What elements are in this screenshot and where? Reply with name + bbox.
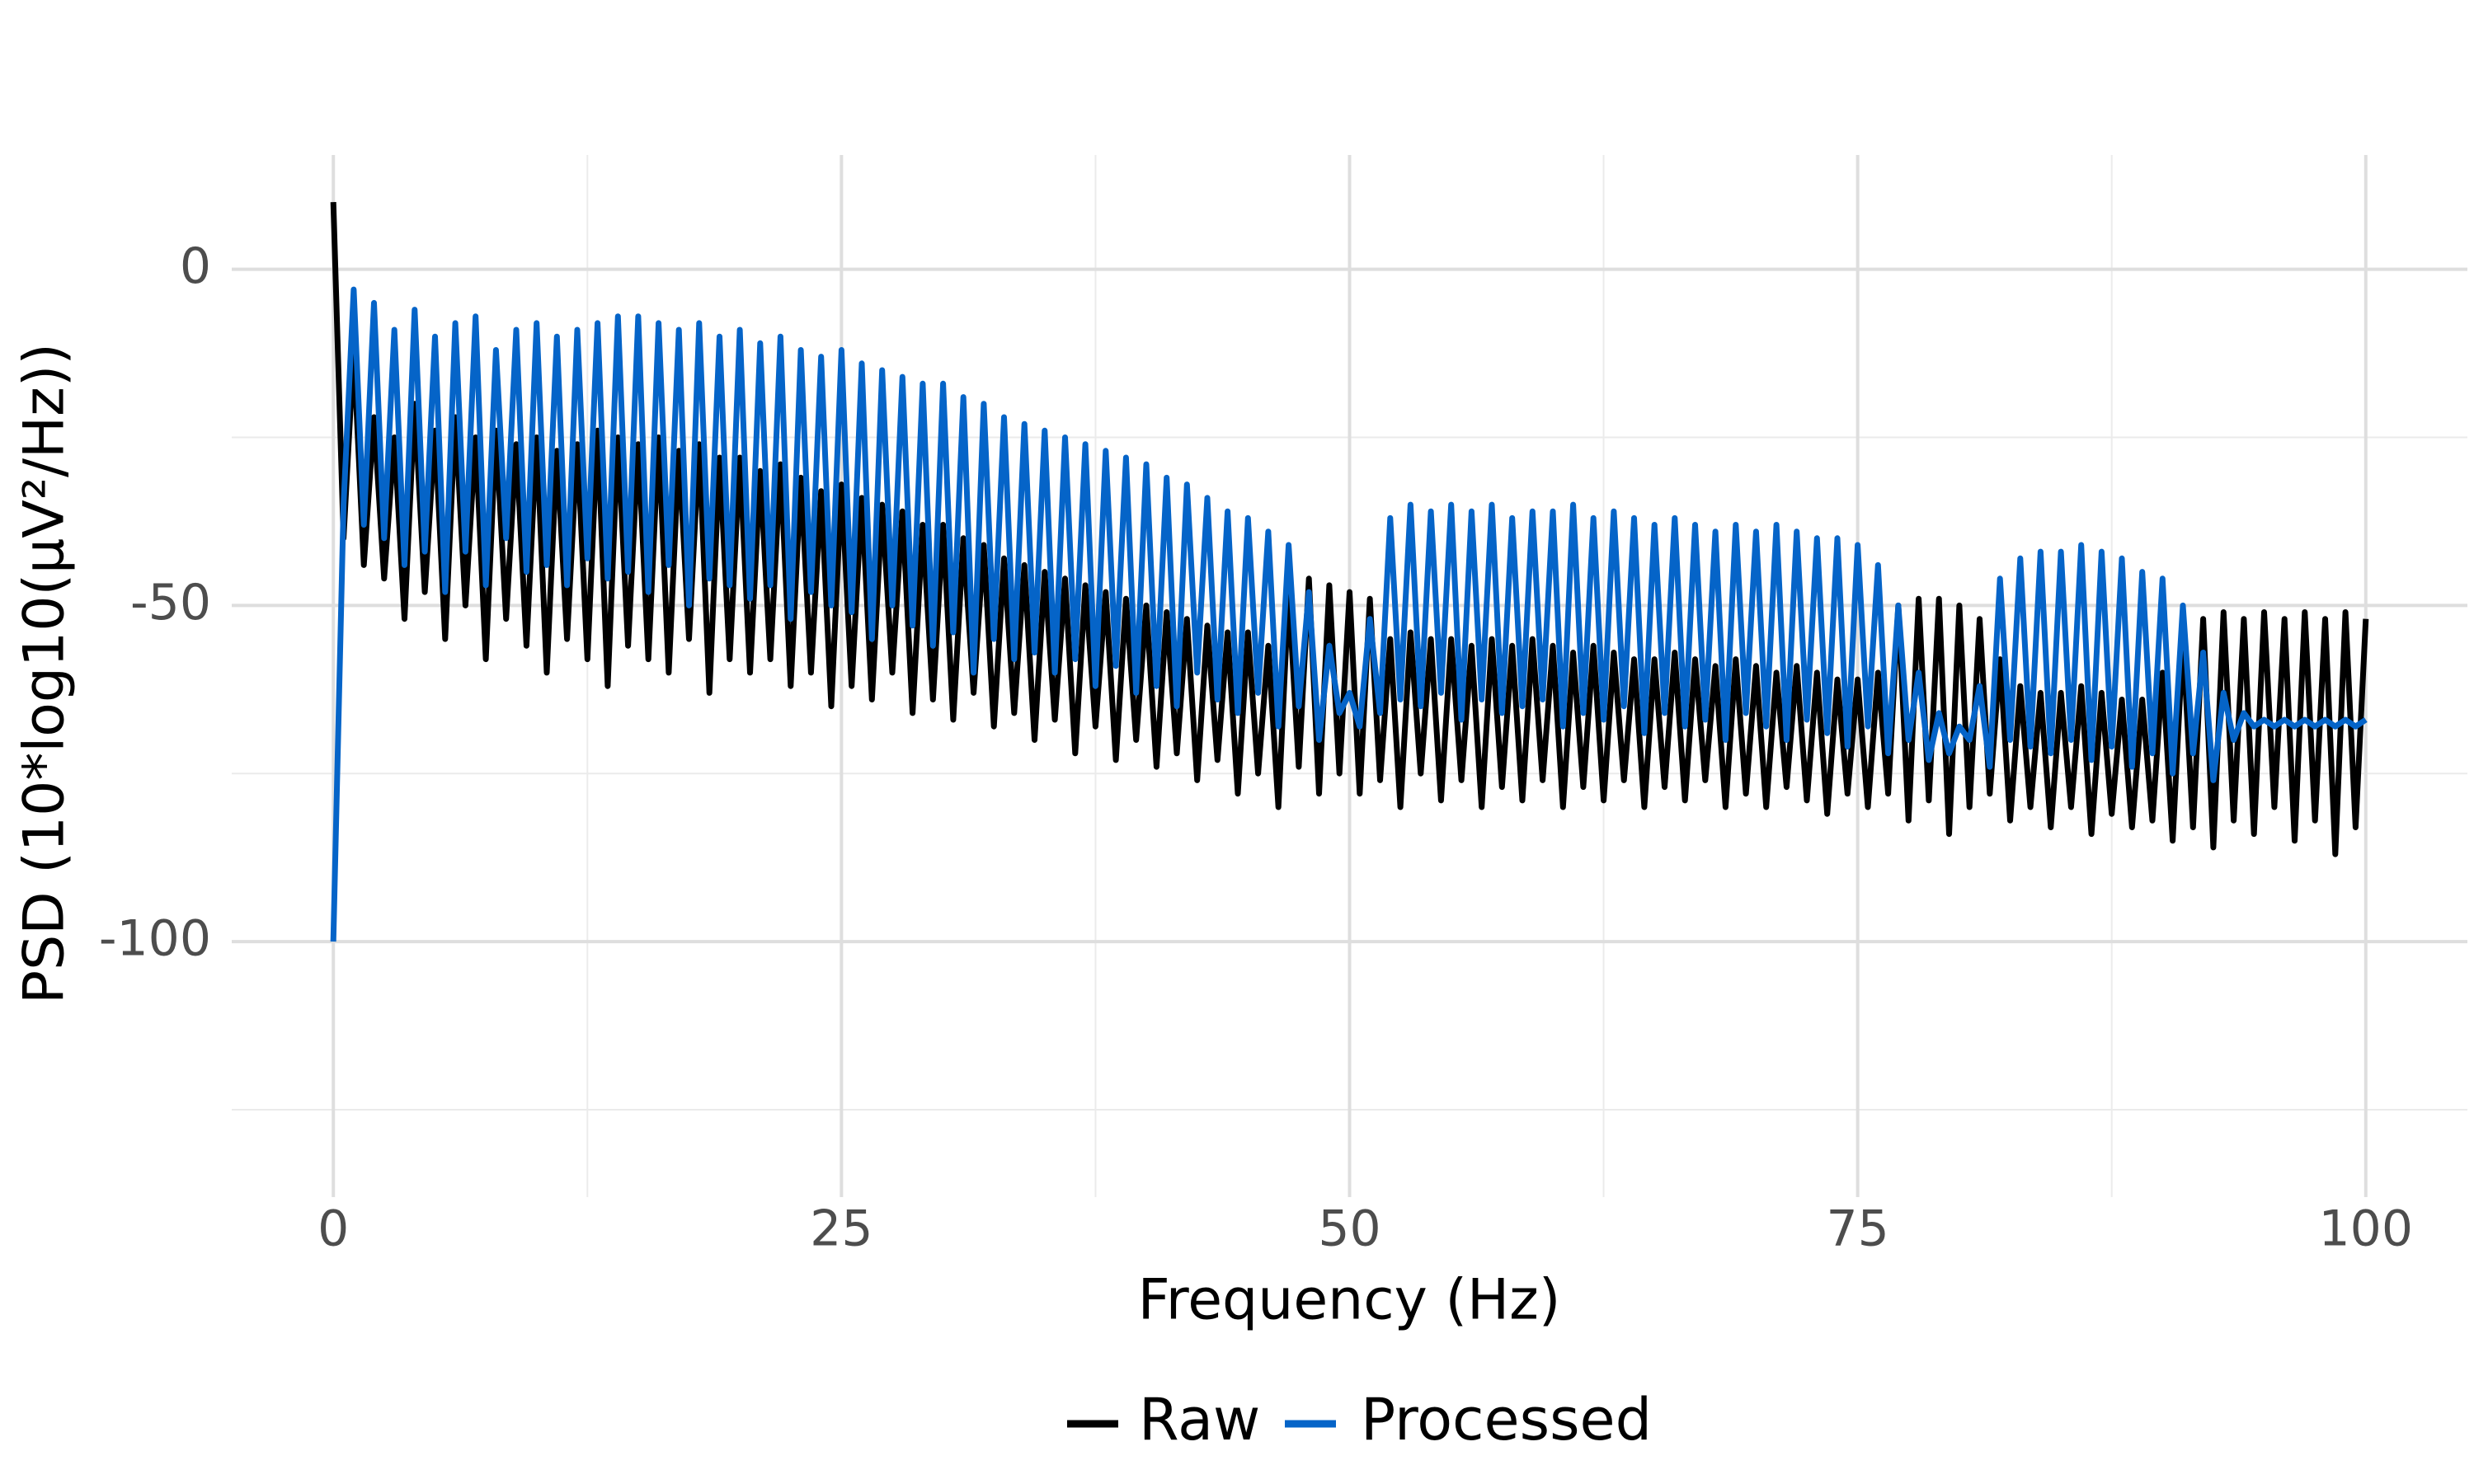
series-line xyxy=(330,201,2369,857)
x-tick-label: 0 xyxy=(317,1200,349,1258)
legend-label: Processed xyxy=(1361,1386,1652,1453)
legend: Raw Processed xyxy=(1067,1386,1652,1453)
x-tick-label: 50 xyxy=(1318,1200,1380,1258)
x-tick-label: 75 xyxy=(1826,1200,1888,1258)
y-tick-label: 0 xyxy=(180,237,211,295)
x-tick-label: 25 xyxy=(810,1200,872,1258)
series-line xyxy=(330,286,2368,942)
y-axis-title: PSD (10*log10(µV²/Hz)) xyxy=(12,343,78,1004)
grid xyxy=(232,155,2467,1197)
y-tick-label: -50 xyxy=(130,574,211,632)
x-axis-title: Frequency (Hz) xyxy=(1138,1268,1561,1333)
legend-label: Raw xyxy=(1139,1386,1260,1453)
y-tick-label: -100 xyxy=(99,910,211,968)
x-tick-label: 100 xyxy=(2319,1200,2414,1258)
